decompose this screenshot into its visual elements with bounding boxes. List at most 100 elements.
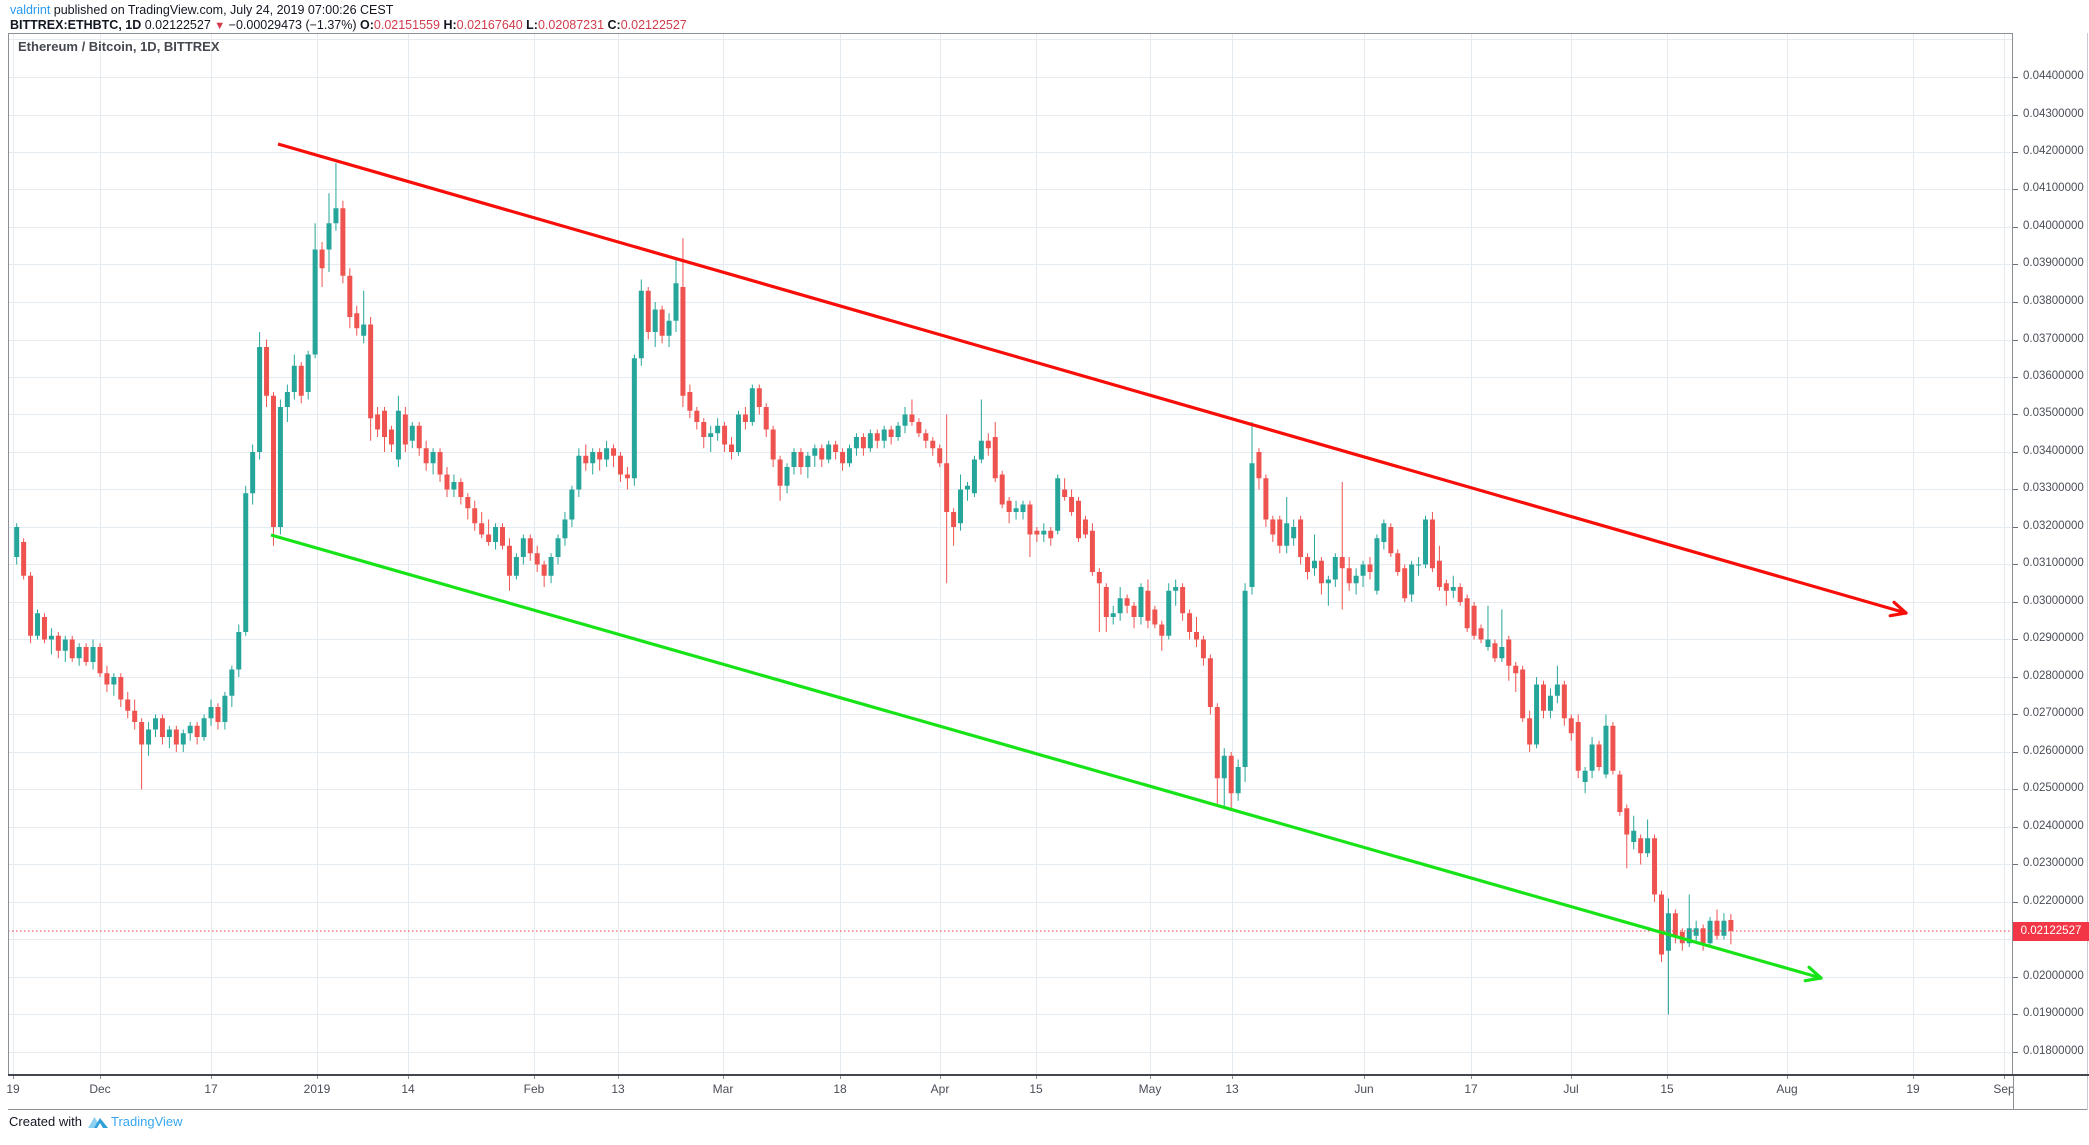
price-tick-label: 0.03900000 — [2023, 257, 2084, 269]
candle — [583, 444, 589, 471]
created-with-text: Created with — [9, 1114, 82, 1129]
time-tick-mark — [100, 1075, 101, 1079]
candle — [1048, 527, 1054, 546]
candle — [944, 414, 950, 584]
last-price: 0.02122527 — [144, 18, 211, 32]
candle — [1013, 500, 1019, 520]
trendline-trend_red[interactable] — [277, 142, 1908, 618]
candle — [333, 163, 339, 231]
candle — [506, 538, 512, 591]
candle — [1311, 534, 1317, 576]
candle — [1638, 834, 1644, 865]
candle — [222, 692, 228, 730]
candle — [1346, 557, 1352, 591]
candle — [1117, 587, 1123, 621]
candle — [888, 425, 894, 445]
candle — [340, 200, 346, 284]
candle — [1159, 620, 1165, 651]
candle — [1089, 523, 1095, 576]
candle — [1124, 594, 1130, 614]
candle — [194, 722, 200, 745]
time-tick-mark — [940, 1075, 941, 1079]
time-axis[interactable]: 19 Dec 17 2019 14 Feb 13 Mar 18 Apr 15 May 13 Jun 17 Ju… — [6, 1075, 2089, 1110]
time-tick-mark — [1913, 1075, 1914, 1079]
candle — [1492, 639, 1498, 662]
candle — [1256, 448, 1262, 490]
candle — [1207, 654, 1213, 715]
candle — [909, 399, 915, 426]
time-tick-mark — [317, 1075, 318, 1079]
candle — [659, 305, 665, 344]
price-tick-mark — [2013, 77, 2018, 78]
candle — [291, 354, 297, 400]
candle — [1589, 737, 1595, 779]
candle — [1388, 523, 1394, 557]
candle — [326, 193, 332, 272]
candle — [1645, 819, 1651, 857]
candle — [1291, 519, 1297, 546]
price-tick-label: 0.01900000 — [2023, 1007, 2084, 1019]
candle — [958, 474, 964, 531]
candle — [1700, 924, 1706, 951]
candle — [1110, 605, 1116, 625]
time-tick-label: 17 — [204, 1082, 218, 1096]
candle — [1395, 549, 1401, 576]
candle — [576, 448, 582, 497]
time-tick-label: Dec — [89, 1082, 111, 1096]
author-link[interactable]: valdrint — [10, 3, 51, 17]
candle — [548, 553, 554, 584]
candle — [132, 699, 138, 730]
candle — [1471, 602, 1477, 640]
candle — [472, 500, 478, 531]
price-tick-mark — [2013, 152, 2018, 153]
candle — [28, 572, 34, 644]
candle — [617, 452, 623, 482]
candle — [416, 422, 422, 456]
byline: valdrint published on TradingView.com, J… — [10, 3, 393, 17]
time-tick-label: 15 — [1660, 1082, 1674, 1096]
candle — [937, 444, 943, 467]
price-tick-mark — [2013, 377, 2018, 378]
candle — [1436, 545, 1442, 591]
candle — [735, 410, 741, 456]
candle — [215, 703, 221, 730]
price-axis[interactable]: 0.04400000 0.04300000 0.04200000 0.04100000… — [2013, 33, 2089, 1075]
chart-canvas[interactable] — [0, 33, 2013, 1075]
candle — [513, 553, 519, 580]
candle — [153, 714, 158, 737]
candle — [361, 290, 367, 344]
candle — [368, 317, 374, 441]
tradingview-brand-link[interactable]: TradingView — [110, 1114, 183, 1129]
bottom-border — [8, 1109, 2088, 1110]
price-tick-mark — [2013, 602, 2018, 603]
candle — [1062, 478, 1068, 501]
candle — [388, 425, 394, 452]
candle — [76, 643, 82, 666]
candle — [520, 534, 526, 565]
price-tick-mark — [2013, 639, 2018, 640]
candle — [423, 440, 429, 471]
candle — [1173, 579, 1179, 606]
candle — [270, 392, 276, 546]
candle — [812, 444, 818, 467]
trendline-trend_green[interactable] — [270, 533, 1823, 983]
candle — [555, 534, 561, 565]
time-tick-mark — [1232, 1075, 1233, 1079]
candle — [146, 722, 152, 756]
axis-corner-divider — [2013, 1075, 2014, 1110]
candle — [1353, 568, 1359, 595]
candle — [236, 624, 242, 677]
tradingview-logo-icon — [87, 1117, 108, 1128]
time-tick-label: 18 — [833, 1082, 847, 1096]
candle — [1409, 560, 1415, 602]
candle — [1554, 665, 1560, 704]
symbol-label: BITTREX:ETHBTC, 1D — [10, 18, 142, 32]
time-tick-mark — [1471, 1075, 1472, 1079]
candle — [1402, 564, 1408, 602]
price-tick-label: 0.03700000 — [2023, 333, 2084, 345]
candle — [666, 313, 672, 347]
quote-line: BITTREX:ETHBTC, 1D 0.02122527 ▼ −0.00029… — [10, 18, 687, 32]
candle — [1055, 474, 1061, 535]
time-tick-label: 17 — [1464, 1082, 1478, 1096]
high-value: 0.02167640 — [456, 18, 523, 32]
